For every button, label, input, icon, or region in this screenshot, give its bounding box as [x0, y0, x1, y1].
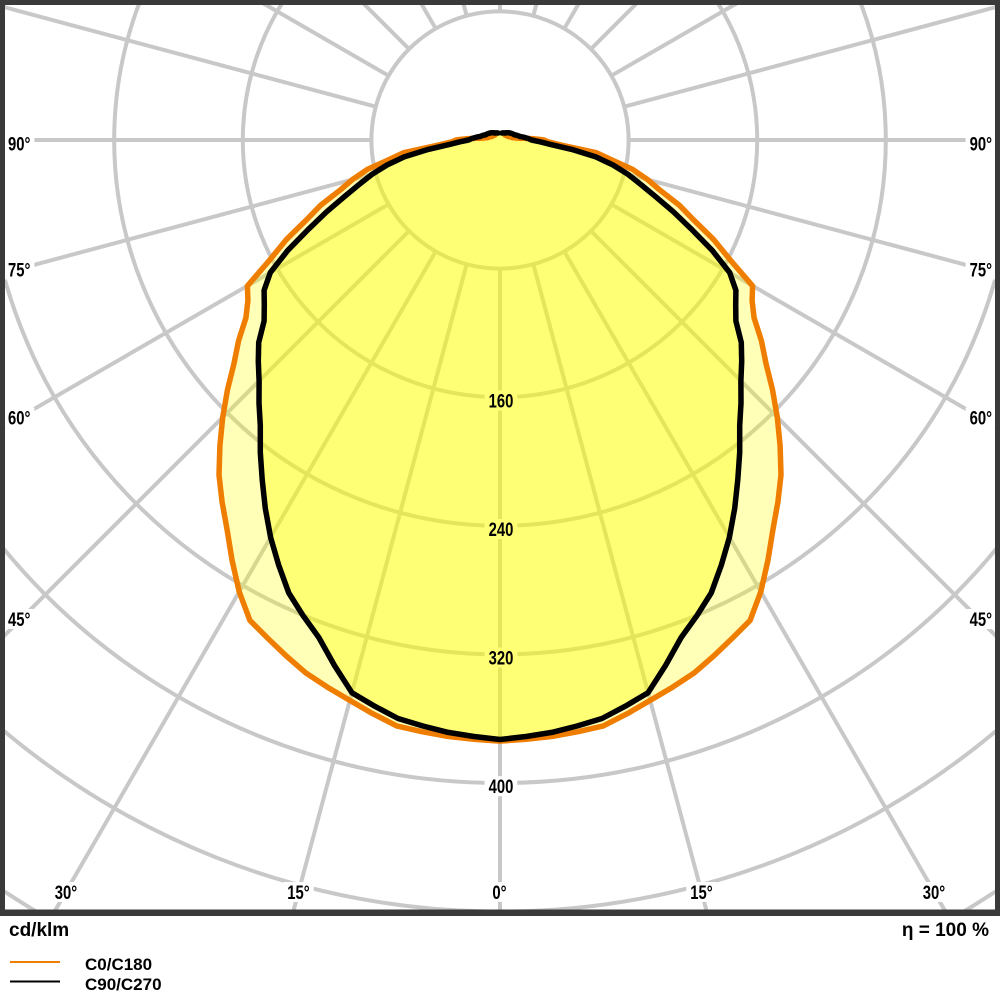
svg-text:90°: 90°	[970, 134, 992, 155]
svg-text:240: 240	[489, 520, 514, 541]
svg-text:60°: 60°	[8, 408, 30, 429]
svg-text:75°: 75°	[8, 260, 30, 281]
svg-text:C0/C180: C0/C180	[85, 955, 152, 974]
svg-text:30°: 30°	[55, 883, 77, 904]
svg-text:0°: 0°	[492, 883, 506, 904]
svg-text:cd/klm: cd/klm	[9, 920, 69, 941]
svg-text:C90/C270: C90/C270	[85, 975, 162, 994]
svg-text:η = 100 %: η = 100 %	[902, 920, 989, 941]
svg-text:90°: 90°	[8, 134, 30, 155]
svg-text:75°: 75°	[970, 260, 992, 281]
svg-text:15°: 15°	[690, 883, 712, 904]
svg-text:45°: 45°	[8, 610, 30, 631]
svg-text:45°: 45°	[970, 610, 992, 631]
svg-text:320: 320	[489, 649, 514, 670]
svg-text:15°: 15°	[287, 883, 309, 904]
svg-text:30°: 30°	[923, 883, 945, 904]
svg-text:400: 400	[489, 777, 514, 798]
svg-text:160: 160	[489, 391, 514, 412]
svg-text:60°: 60°	[970, 408, 992, 429]
